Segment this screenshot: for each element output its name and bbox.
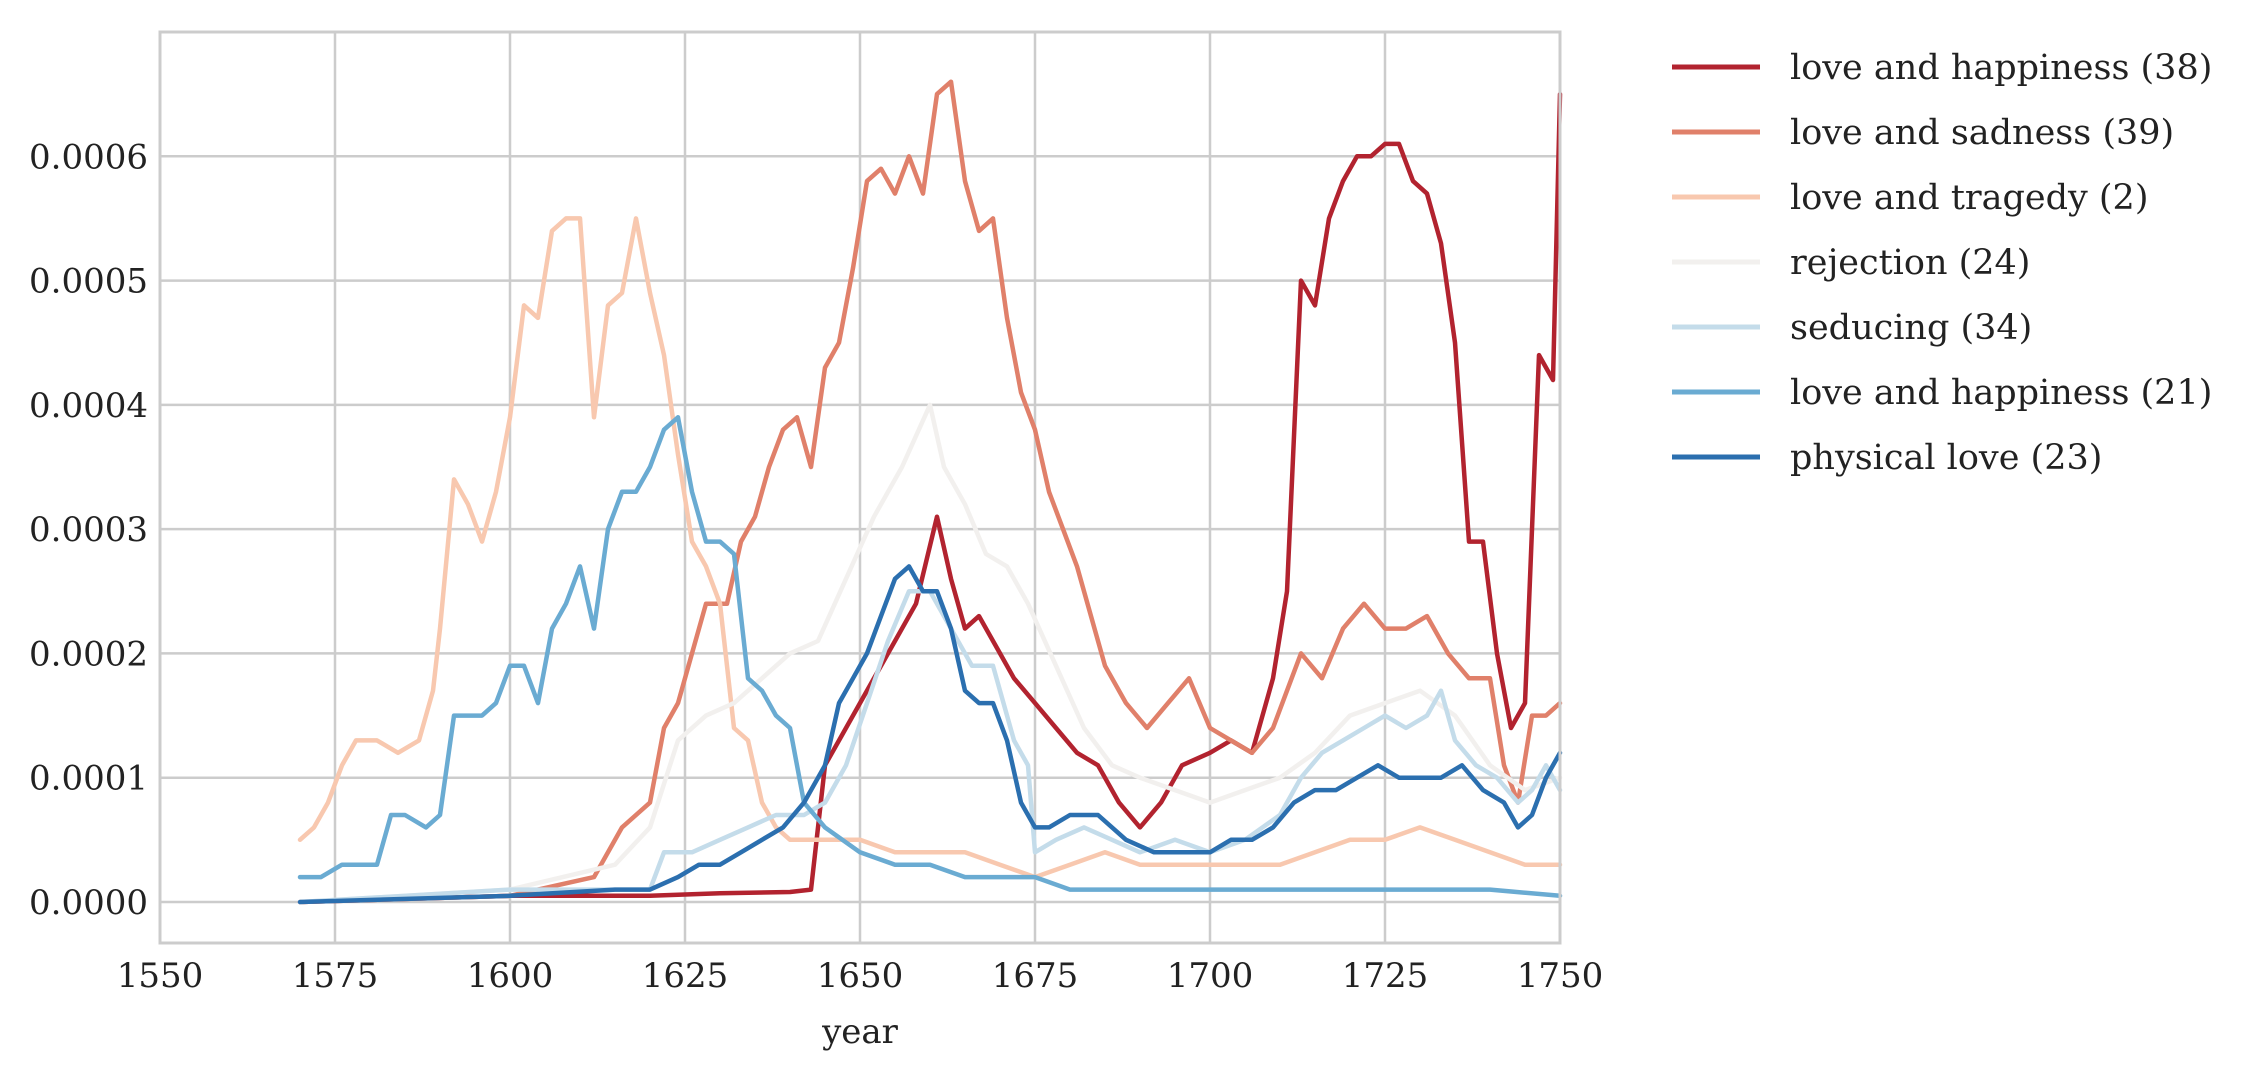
y-tick-label: 0.0006 (29, 137, 148, 177)
x-tick-label: 1700 (1167, 956, 1254, 996)
y-tick-label: 0.0003 (29, 510, 148, 550)
plot-frame (158, 30, 1562, 945)
legend-label: rejection (24) (1790, 243, 2030, 283)
x-axis-ticks: 1550 1575 1600 1625 1650 1675 1700 1725 1750 (117, 956, 1604, 996)
y-tick-label: 0.0004 (29, 386, 148, 426)
series-line (297, 91, 1563, 905)
series-line (297, 216, 1563, 880)
x-tick-label: 1725 (1342, 956, 1429, 996)
legend-label: physical love (23) (1790, 438, 2102, 478)
x-tick-label: 1650 (817, 956, 904, 996)
legend-label: love and tragedy (2) (1790, 178, 2148, 218)
x-tick-label: 1575 (292, 956, 379, 996)
legend-label: love and sadness (39) (1790, 113, 2174, 153)
y-axis-ticks: 0.0000 0.0001 0.0002 0.0003 0.0004 0.0005 0.00… (29, 137, 148, 923)
series-lines (297, 79, 1563, 905)
x-axis-label: year (821, 1012, 899, 1052)
x-tick-label: 1600 (467, 956, 554, 996)
y-tick-label: 0.0005 (29, 262, 148, 302)
x-tick-label: 1625 (642, 956, 729, 996)
grid (158, 32, 1562, 943)
y-tick-label: 0.0000 (29, 883, 148, 923)
series-line (297, 402, 1563, 905)
x-tick-label: 1550 (117, 956, 204, 996)
series-line (297, 564, 1563, 905)
y-tick-label: 0.0002 (29, 634, 148, 674)
series-line (297, 79, 1563, 905)
legend-label: seducing (34) (1790, 308, 2032, 348)
legend-label: love and happiness (38) (1790, 48, 2212, 88)
legend: love and happiness (38) love and sadness … (1672, 48, 2212, 478)
legend-label: love and happiness (21) (1790, 373, 2212, 413)
series-line (297, 415, 1563, 899)
series-line (297, 589, 1563, 905)
y-tick-label: 0.0001 (29, 759, 148, 799)
x-tick-label: 1750 (1517, 956, 1604, 996)
x-tick-label: 1675 (992, 956, 1079, 996)
